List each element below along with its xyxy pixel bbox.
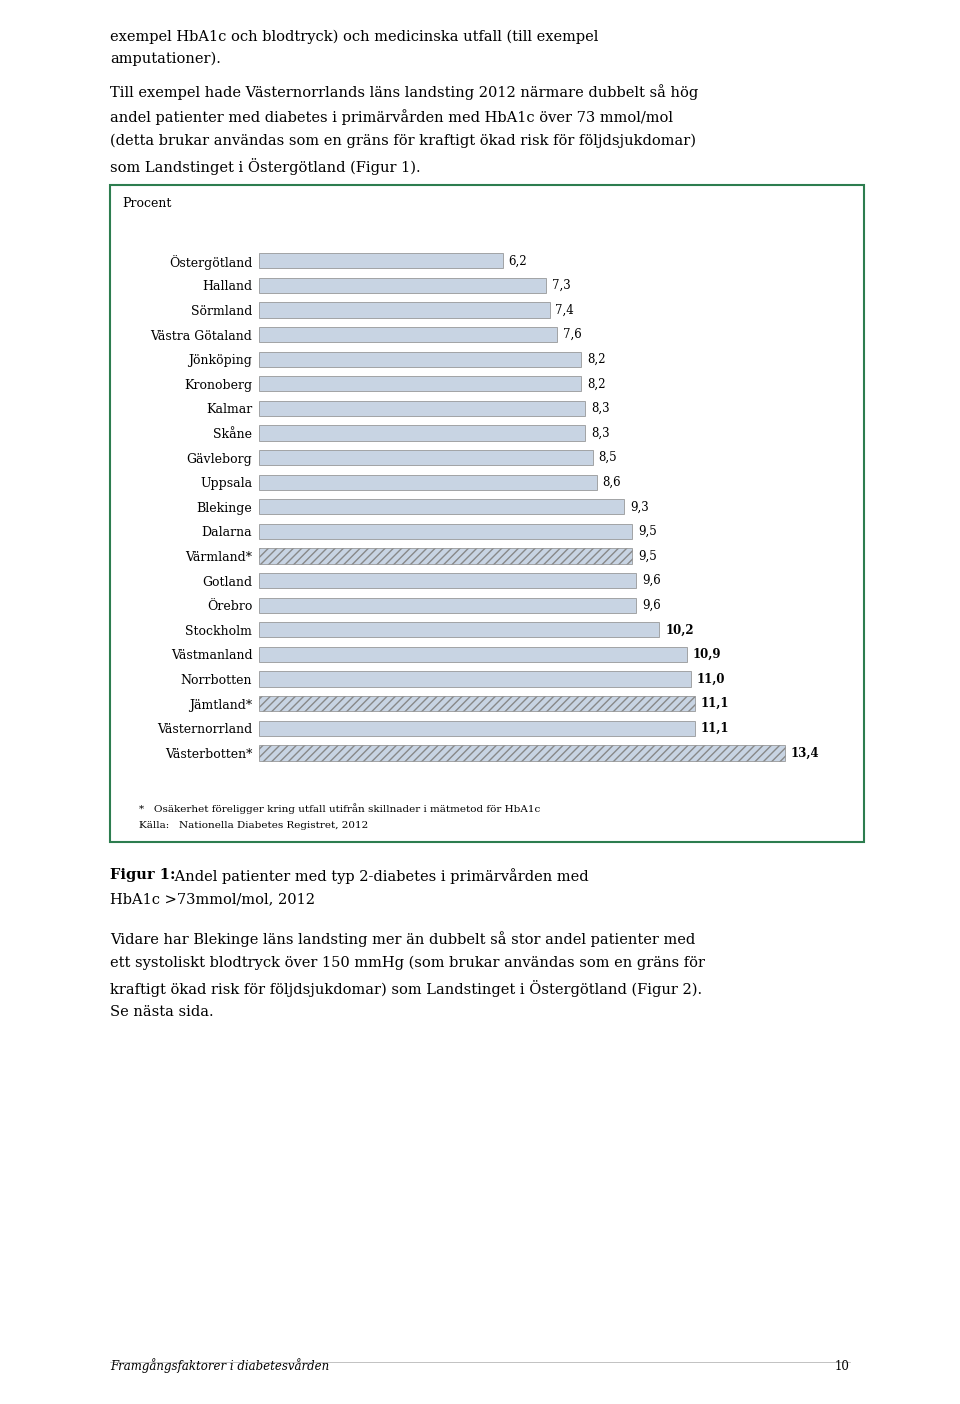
Bar	[259, 451, 592, 465]
Text: 8,6: 8,6	[603, 476, 621, 489]
Bar	[259, 278, 545, 293]
Text: 9,5: 9,5	[637, 525, 657, 538]
Bar	[259, 573, 636, 588]
Text: 6,2: 6,2	[509, 254, 527, 267]
Text: 8,2: 8,2	[587, 378, 606, 390]
Text: Procent: Procent	[122, 197, 171, 209]
Text: HbA1c >73mmol/mol, 2012: HbA1c >73mmol/mol, 2012	[110, 893, 316, 906]
Bar	[259, 253, 502, 268]
Bar	[259, 720, 695, 736]
Bar	[259, 622, 660, 637]
Text: Källa:   Nationella Diabetes Registret, 2012: Källa: Nationella Diabetes Registret, 20…	[139, 821, 369, 830]
Text: 11,1: 11,1	[701, 698, 730, 710]
Bar	[259, 351, 581, 366]
Text: (detta brukar användas som en gräns för kraftigt ökad risk för följdsjukdomar): (detta brukar användas som en gräns för …	[110, 133, 696, 147]
Bar	[259, 671, 691, 687]
Bar	[259, 696, 695, 712]
Text: 9,3: 9,3	[630, 500, 649, 514]
Bar	[259, 400, 585, 416]
Text: 9,6: 9,6	[642, 574, 660, 587]
Bar	[259, 376, 581, 392]
Text: 13,4: 13,4	[791, 747, 820, 760]
Text: 7,4: 7,4	[556, 303, 574, 316]
Text: *   Osäkerhet föreligger kring utfall utifrån skillnader i mätmetod för HbA1c: * Osäkerhet föreligger kring utfall utif…	[139, 803, 540, 814]
Text: 11,0: 11,0	[697, 673, 725, 685]
Bar	[259, 598, 636, 614]
Text: 11,1: 11,1	[701, 722, 730, 734]
Text: Till exempel hade Västernorrlands läns landsting 2012 närmare dubbelt så hög: Till exempel hade Västernorrlands läns l…	[110, 84, 699, 100]
Bar	[259, 746, 785, 761]
Bar	[259, 475, 597, 490]
Text: kraftigt ökad risk för följdsjukdomar) som Landstinget i Östergötland (Figur 2).: kraftigt ökad risk för följdsjukdomar) s…	[110, 980, 703, 997]
Bar	[259, 425, 585, 441]
Text: Vidare har Blekinge läns landsting mer än dubbelt så stor andel patienter med: Vidare har Blekinge läns landsting mer ä…	[110, 931, 696, 946]
Text: 8,3: 8,3	[590, 427, 610, 439]
Text: 9,5: 9,5	[637, 549, 657, 563]
Text: 10,2: 10,2	[665, 623, 694, 636]
Text: 10: 10	[835, 1360, 850, 1373]
Text: som Landstinget i Östergötland (Figur 1).: som Landstinget i Östergötland (Figur 1)…	[110, 157, 421, 176]
Text: amputationer).: amputationer).	[110, 52, 221, 66]
Bar	[259, 549, 632, 563]
Text: 9,6: 9,6	[642, 598, 660, 612]
Text: 10,9: 10,9	[693, 649, 721, 661]
Text: 8,5: 8,5	[599, 451, 617, 465]
Text: Framgångsfaktorer i diabetesvården: Framgångsfaktorer i diabetesvården	[110, 1358, 329, 1373]
Bar	[259, 500, 624, 514]
Bar	[259, 327, 558, 343]
Text: Figur 1:: Figur 1:	[110, 868, 176, 882]
Text: Andel patienter med typ 2-diabetes i primärvården med: Andel patienter med typ 2-diabetes i pri…	[170, 868, 588, 883]
Text: exempel HbA1c och blodtryck) och medicinska utfall (till exempel: exempel HbA1c och blodtryck) och medicin…	[110, 29, 599, 44]
Text: Se nästa sida.: Se nästa sida.	[110, 1005, 214, 1018]
Bar	[259, 302, 549, 317]
Text: ett systoliskt blodtryck över 150 mmHg (som brukar användas som en gräns för: ett systoliskt blodtryck över 150 mmHg (…	[110, 956, 706, 970]
Text: andel patienter med diabetes i primärvården med HbA1c över 73 mmol/mol: andel patienter med diabetes i primärvår…	[110, 108, 673, 125]
Text: 7,6: 7,6	[564, 329, 582, 341]
Text: 8,2: 8,2	[587, 352, 606, 365]
Text: 8,3: 8,3	[590, 402, 610, 416]
Bar	[259, 647, 687, 663]
Text: 7,3: 7,3	[552, 279, 570, 292]
Bar	[259, 524, 632, 539]
